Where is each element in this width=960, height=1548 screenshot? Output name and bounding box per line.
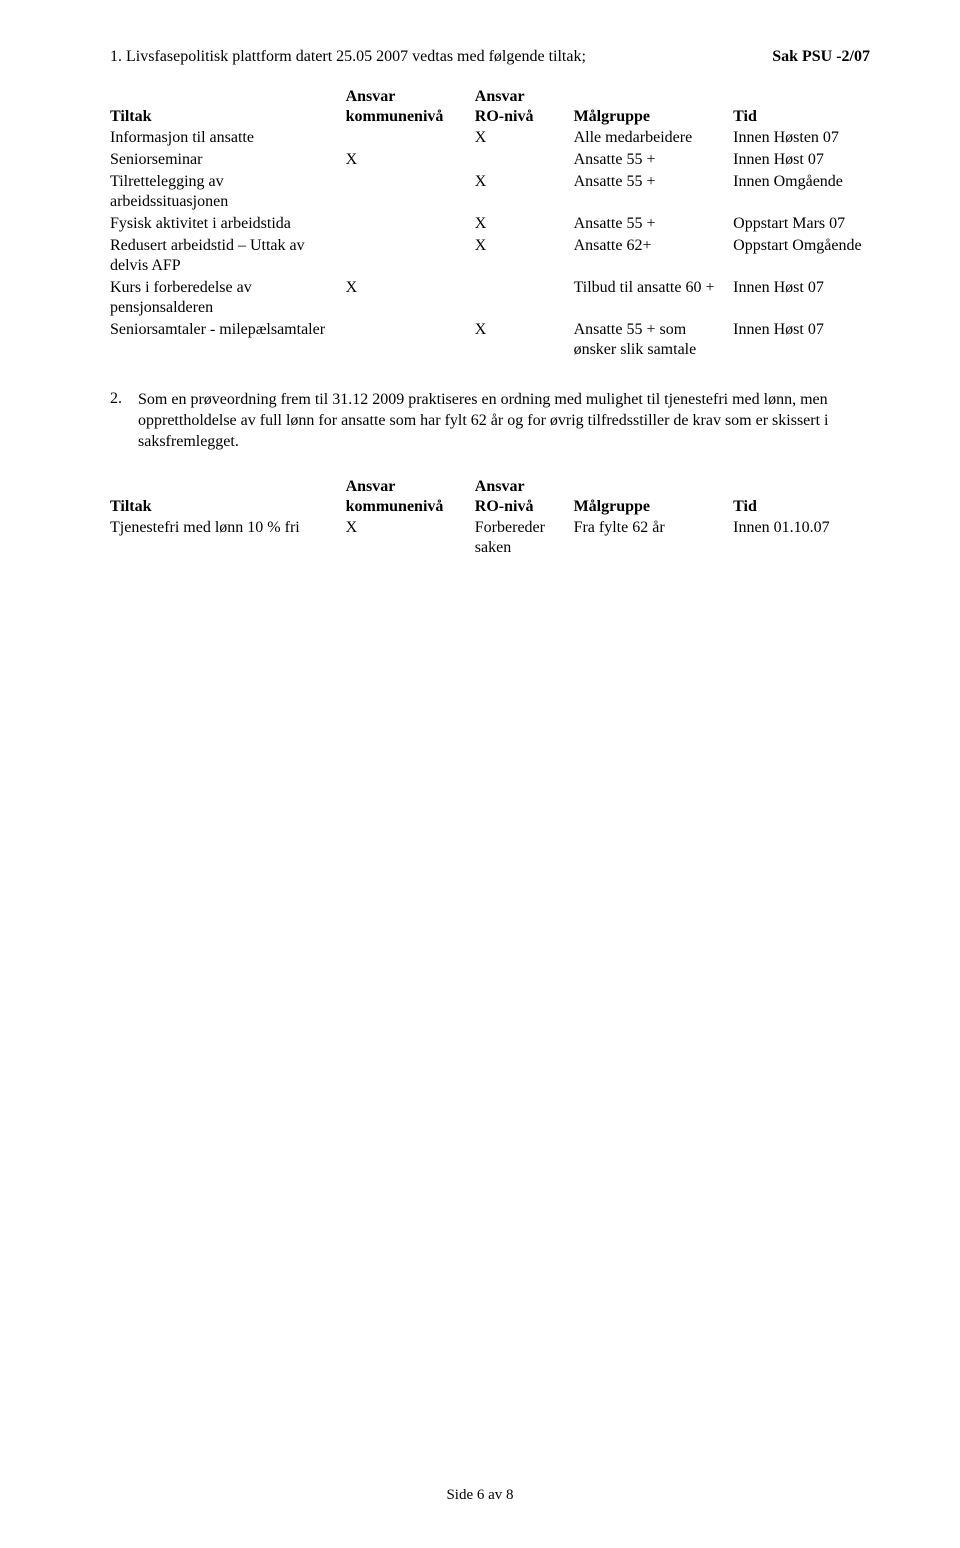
cell-kommunenivaa: X	[346, 150, 475, 172]
table-row: SeniorseminarX Ansatte 55 +Innen Høst 07	[110, 150, 870, 172]
cell-tiltak: Redusert arbeidstid – Uttak av delvis AF…	[110, 236, 346, 278]
cell-kommunenivaa: X	[346, 518, 475, 560]
cell-maalgruppe: Ansatte 55 +	[574, 172, 734, 214]
tiltak-table-1: Ansvar Ansvar Tiltak kommunenivå RO-nivå…	[110, 88, 870, 362]
th2-tiltak: Tiltak	[110, 498, 346, 518]
paragraph-2: 2. Som en prøveordning frem til 31.12 20…	[110, 390, 870, 452]
cell-tid: Innen Høsten 07	[733, 128, 870, 150]
paragraph-2-body: Som en prøveordning frem til 31.12 2009 …	[138, 390, 870, 452]
cell-ro-nivaa: X	[475, 172, 574, 214]
cell-tiltak: Informasjon til ansatte	[110, 128, 346, 150]
cell-maalgruppe: Fra fylte 62 år	[574, 518, 734, 560]
th2-maalgruppe: Målgruppe	[574, 498, 734, 518]
cell-tiltak: Seniorseminar	[110, 150, 346, 172]
table-header-line1: Ansvar Ansvar	[110, 88, 870, 108]
page-footer: Side 6 av 8	[0, 1487, 960, 1504]
cell-kommunenivaa	[346, 128, 475, 150]
th2-ansvar-kom: Ansvar	[346, 478, 475, 498]
cell-tid: Innen 01.10.07	[733, 518, 870, 560]
cell-kommunenivaa	[346, 172, 475, 214]
cell-tid: Innen Høst 07	[733, 320, 870, 362]
cell-tiltak: Fysisk aktivitet i arbeidstida	[110, 214, 346, 236]
th-blank2	[574, 88, 734, 108]
cell-maalgruppe: Ansatte 55 +	[574, 214, 734, 236]
list-number-2: 2.	[110, 390, 138, 452]
th-kommunenivaa: kommunenivå	[346, 108, 475, 128]
cell-tiltak: Seniorsamtaler - milepælsamtaler	[110, 320, 346, 362]
tiltak-table-2: Ansvar Ansvar Tiltak kommunenivå RO-nivå…	[110, 478, 870, 560]
cell-kommunenivaa: X	[346, 278, 475, 320]
th-maalgruppe: Målgruppe	[574, 108, 734, 128]
table-row: Seniorsamtaler - milepælsamtaler XAnsatte…	[110, 320, 870, 362]
th-ro-nivaa: RO-nivå	[475, 108, 574, 128]
cell-ro-nivaa: X	[475, 214, 574, 236]
cell-maalgruppe: Ansatte 55 +	[574, 150, 734, 172]
cell-tid: Innen Omgående	[733, 172, 870, 214]
cell-maalgruppe: Tilbud til ansatte 60 +	[574, 278, 734, 320]
table-row: Tjenestefri med lønn 10 % friXForbereder…	[110, 518, 870, 560]
table2-header-line2: Tiltak kommunenivå RO-nivå Målgruppe Tid	[110, 498, 870, 518]
sak-label: Sak PSU -2/07	[772, 48, 870, 66]
th2-blank	[110, 478, 346, 498]
table-row: Redusert arbeidstid – Uttak av delvis AF…	[110, 236, 870, 278]
cell-tid: Innen Høst 07	[733, 278, 870, 320]
cell-tid: Oppstart Omgående	[733, 236, 870, 278]
cell-kommunenivaa	[346, 320, 475, 362]
cell-kommunenivaa	[346, 214, 475, 236]
cell-ro-nivaa	[475, 278, 574, 320]
th2-tid: Tid	[733, 498, 870, 518]
cell-ro-nivaa: X	[475, 236, 574, 278]
th-blank3	[733, 88, 870, 108]
th2-ro-nivaa: RO-nivå	[475, 498, 574, 518]
cell-tiltak: Tilrettelegging av arbeidssituasjonen	[110, 172, 346, 214]
th2-kommunenivaa: kommunenivå	[346, 498, 475, 518]
th-tid: Tid	[733, 108, 870, 128]
th-blank	[110, 88, 346, 108]
intro-text: Livsfasepolitisk plattform datert 25.05 …	[126, 48, 586, 65]
cell-maalgruppe: Ansatte 62+	[574, 236, 734, 278]
cell-maalgruppe: Ansatte 55 + som ønsker slik samtale	[574, 320, 734, 362]
cell-tiltak: Kurs i forberedelse av pensjonsalderen	[110, 278, 346, 320]
cell-tiltak: Tjenestefri med lønn 10 % fri	[110, 518, 346, 560]
th2-ansvar-ro: Ansvar	[475, 478, 574, 498]
th-ansvar-ro: Ansvar	[475, 88, 574, 108]
cell-ro-nivaa	[475, 150, 574, 172]
cell-ro-nivaa: Forbereder saken	[475, 518, 574, 560]
table2-header-line1: Ansvar Ansvar	[110, 478, 870, 498]
cell-kommunenivaa	[346, 236, 475, 278]
cell-tid: Innen Høst 07	[733, 150, 870, 172]
cell-maalgruppe: Alle medarbeidere	[574, 128, 734, 150]
cell-ro-nivaa: X	[475, 320, 574, 362]
th-tiltak: Tiltak	[110, 108, 346, 128]
th-ansvar-kom: Ansvar	[346, 88, 475, 108]
table-row: Tilrettelegging av arbeidssituasjonen XAn…	[110, 172, 870, 214]
th2-blank2	[574, 478, 734, 498]
table-row: Informasjon til ansatte XAlle medarbeider…	[110, 128, 870, 150]
cell-ro-nivaa: X	[475, 128, 574, 150]
table-header-line2: Tiltak kommunenivå RO-nivå Målgruppe Tid	[110, 108, 870, 128]
table-row: Fysisk aktivitet i arbeidstida XAnsatte 5…	[110, 214, 870, 236]
table-row: Kurs i forberedelse av pensjonsalderenX T…	[110, 278, 870, 320]
list-number-1: 1.	[110, 48, 122, 65]
th2-blank3	[733, 478, 870, 498]
cell-tid: Oppstart Mars 07	[733, 214, 870, 236]
